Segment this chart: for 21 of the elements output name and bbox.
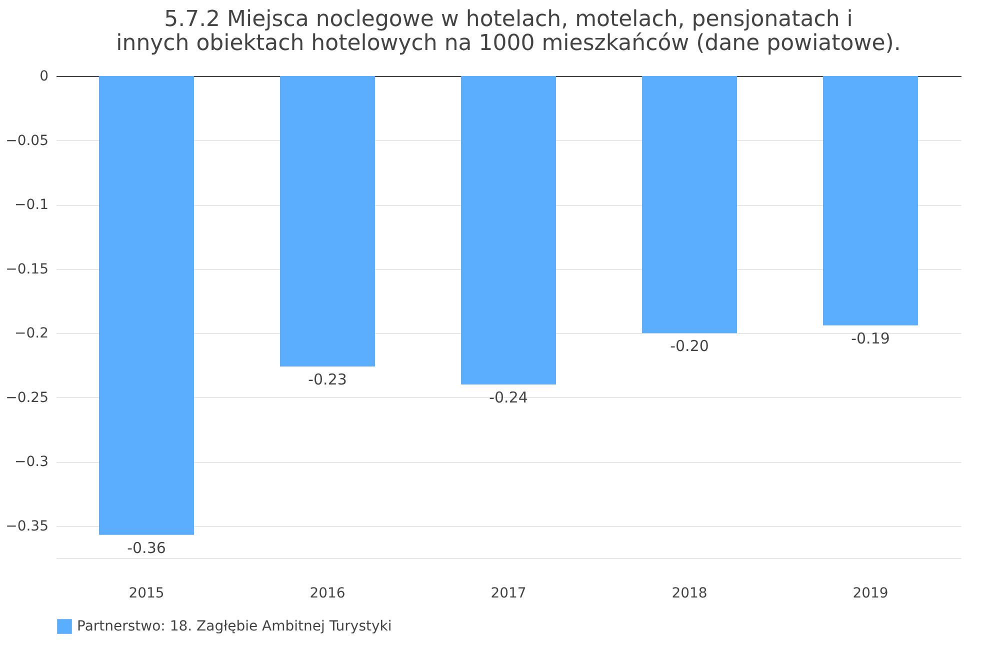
text: innych obiektach hotelowych na 1000 mieszkańców (dane powiatowe). — [116, 31, 901, 56]
data-label: -0.19 — [851, 329, 890, 348]
y-tick-label: −0.15 — [6, 261, 48, 278]
data-label: -0.24 — [489, 388, 528, 406]
y-tick-label: 0 — [40, 68, 48, 84]
y-tick-label: −0.3 — [14, 454, 48, 470]
text: 5.7.2 Miejsca noclegowe w hotelach, motelach, pensjonatach i — [164, 7, 853, 32]
data-label: -0.20 — [670, 337, 709, 356]
x-tick-label: 2018 — [672, 586, 708, 602]
y-tick-label: −0.2 — [14, 326, 48, 342]
x-tick-label: 2019 — [852, 586, 888, 602]
data-label: -0.36 — [127, 538, 166, 557]
y-tick-label: −0.05 — [6, 132, 48, 149]
x-tick-label: 2017 — [490, 586, 526, 602]
legend-label: Partnerstwo: 18. Zagłębie Ambitnej Turystyki — [77, 618, 392, 634]
y-tick-label: −0.35 — [6, 518, 48, 534]
x-tick-label: 2016 — [310, 586, 346, 602]
x-tick-label: 2015 — [128, 586, 164, 602]
data-label: -0.23 — [308, 370, 347, 388]
y-tick-label: −0.25 — [6, 390, 48, 406]
y-tick-label: −0.1 — [14, 197, 48, 214]
